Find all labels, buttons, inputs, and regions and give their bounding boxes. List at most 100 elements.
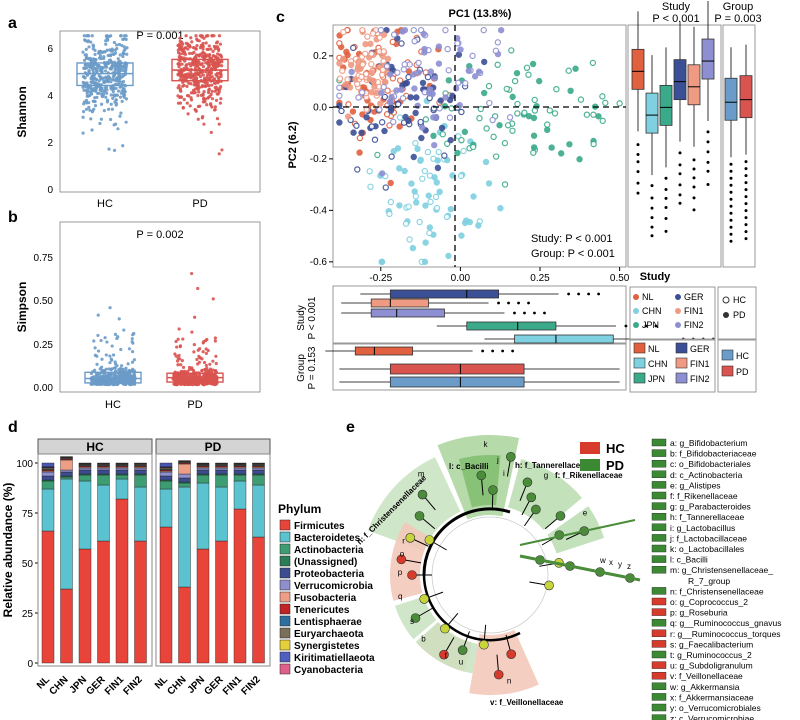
bar-hc-fin1-proteobacteria — [115, 469, 129, 475]
legend-label-6: Fusobacteria — [294, 593, 357, 604]
bar-hc-jpn-proteobacteria — [78, 469, 92, 475]
panel-d-legend: FirmicutesBacteroidetesActinobacteria(Un… — [279, 519, 375, 676]
point — [218, 42, 222, 46]
point — [96, 372, 100, 376]
point-fin2 — [426, 90, 433, 97]
point-fin2 — [494, 39, 502, 46]
point — [81, 115, 85, 119]
point — [202, 122, 206, 126]
legend-swatch-5 — [279, 579, 291, 591]
point-jpn — [458, 136, 465, 144]
point — [130, 337, 134, 341]
key-label-3: d: c_Actinobacteria — [670, 470, 743, 480]
legend-label-nl: NL — [642, 292, 654, 302]
legend-swatch-10 — [279, 639, 291, 651]
point — [109, 368, 113, 372]
point-ger — [455, 51, 463, 58]
outlier — [678, 163, 682, 167]
point — [111, 52, 115, 56]
point-fin1 — [371, 83, 378, 90]
clade-label-4: v: f_Veillonellaceae — [490, 698, 564, 707]
node — [457, 645, 468, 655]
ray-line-2 — [519, 519, 636, 546]
point — [102, 109, 106, 113]
point — [186, 47, 190, 51]
point — [195, 382, 199, 386]
point-chn — [435, 148, 442, 156]
bar-hc-nl-verrucomicrobia — [41, 471, 55, 477]
branch-main-2 — [422, 574, 521, 642]
point-fin1 — [336, 75, 344, 82]
panel-b-pvalue: P = 0.002 — [136, 229, 183, 241]
panel-c-stat-study: Study: P < 0.001 — [531, 233, 612, 245]
point — [87, 105, 91, 109]
point-chn — [402, 220, 410, 227]
point-jpn — [521, 109, 528, 116]
point — [116, 75, 120, 79]
key-label-9: j: f_Lactobacillaceae — [669, 533, 747, 543]
sector-letter-n: n — [507, 676, 511, 685]
bar-pd-chn-fusobacteria — [178, 463, 191, 475]
point — [87, 65, 91, 69]
point — [178, 373, 182, 377]
key-swatch-24 — [651, 693, 667, 701]
bar-pd-jpn-firmicutes — [196, 548, 210, 664]
point — [111, 96, 115, 100]
bar-pd-chn-verrucomicrobia — [178, 473, 191, 479]
point-fin2 — [455, 79, 462, 86]
point-chn — [413, 199, 420, 206]
bar-pd-chn-actinobacteria — [178, 482, 191, 488]
point — [200, 369, 204, 373]
legend-dot-fin1 — [675, 308, 681, 314]
point-fin2 — [411, 37, 418, 45]
legend-label-0: Firmicutes — [294, 521, 345, 532]
legend-box-jpn — [633, 372, 646, 384]
legend-label-2: Actinobacteria — [294, 545, 364, 556]
point — [177, 65, 181, 69]
point — [201, 47, 205, 51]
point — [217, 152, 221, 156]
bar-hc-chn-firmicutes — [60, 588, 73, 664]
point-fin1 — [362, 50, 369, 57]
point — [125, 52, 129, 56]
point — [176, 363, 180, 367]
legend-label-7: Tenericutes — [294, 605, 350, 616]
point-chn — [475, 222, 482, 229]
point-jpn — [558, 150, 565, 157]
bar-pd-chn-proteobacteria — [178, 477, 191, 483]
sector-letter-o: o — [400, 549, 405, 558]
point — [124, 65, 128, 70]
point — [103, 378, 108, 382]
point — [105, 340, 109, 344]
node — [476, 470, 487, 481]
point — [94, 88, 98, 92]
key-label-21: u: g_Subdoligranulum — [670, 661, 753, 671]
bar-pd-ger-actinobacteria — [215, 474, 228, 488]
bar-hc-fin2-verrucomicrobia — [134, 467, 147, 471]
point — [96, 349, 101, 353]
key-swatch-14 — [651, 587, 667, 595]
point — [118, 114, 122, 118]
key-label-6: g: g_Parabacteroides — [670, 502, 751, 512]
point-chn — [401, 167, 408, 175]
point-jpn — [599, 117, 606, 125]
point — [119, 111, 123, 115]
point — [81, 50, 85, 54]
clade-label-1: h: f_Tannerellaceae — [515, 461, 590, 470]
point-fin2 — [465, 67, 472, 74]
key-label-8: i: g_Lactobacillus — [670, 523, 735, 533]
point — [187, 382, 191, 386]
point — [177, 51, 181, 55]
point — [172, 382, 176, 386]
point — [197, 60, 201, 64]
point — [107, 75, 111, 79]
point — [211, 359, 215, 363]
bar-hc-jpn-verrucomicrobia — [78, 467, 92, 471]
point — [181, 42, 185, 46]
point — [84, 53, 88, 57]
point — [93, 346, 97, 350]
point-jpn — [481, 89, 488, 97]
box-nl — [631, 48, 645, 90]
key-label-18: r: g__Ruminococcus_torques — [670, 629, 781, 639]
